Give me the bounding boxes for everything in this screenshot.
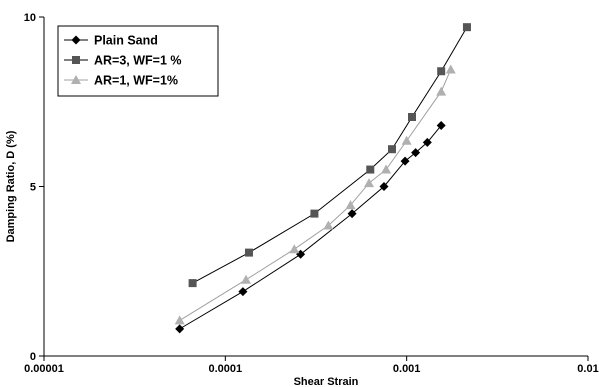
legend: Plain Sand AR=3, WF=1 % AR=1, WF=1% [57,25,219,97]
data-point [401,135,412,145]
legend-marker [71,75,81,84]
y-tick-label: 10 [24,12,36,24]
data-point [364,178,375,188]
data-point [411,148,421,158]
series-triangle [174,64,456,325]
data-point [323,220,334,230]
x-tick-label: 0.001 [393,363,421,375]
data-point [400,156,410,166]
legend-box [57,25,219,97]
data-point [436,86,447,96]
legend-label: AR=3, WF=1 % [94,54,182,68]
data-point [238,287,248,297]
legend-marker [71,35,81,45]
x-axis-label: Shear Strain [294,376,359,387]
legend-label: AR=1, WF=1% [94,74,178,88]
series-line [192,26,468,284]
data-point [422,137,432,147]
series-diamond [175,120,446,334]
data-point [347,209,357,219]
data-point [175,324,185,334]
x-tick-label: 0.01 [577,363,598,375]
data-point [366,165,375,174]
y-tick-label: 5 [30,182,36,194]
x-tick-label: 0.0001 [209,363,243,375]
legend-label: Plain Sand [94,34,158,48]
data-point [174,315,185,325]
data-point [462,23,471,32]
data-point [445,64,456,74]
data-point [387,145,396,154]
series-square [188,23,471,288]
legend-marker [72,56,80,64]
x-tick-label: 0.00001 [24,363,64,375]
data-point [345,200,356,210]
legend-item: AR=3, WF=1 % [64,54,182,68]
legend-item: Plain Sand [64,34,158,48]
data-point [379,182,389,191]
data-point [310,209,319,218]
data-point [436,120,446,130]
data-point [381,164,392,174]
data-point [244,248,253,257]
axes: 0.00001 0.0001 0.001 0.01 0 5 10 [24,12,599,375]
y-axis-label: Damping Ratio, D (%) [5,130,17,242]
data-point [188,279,197,288]
y-tick-label: 0 [30,351,36,363]
legend-item: AR=1, WF=1% [64,74,178,88]
data-point [437,67,446,76]
data-point [240,274,251,284]
series-layer [174,23,471,334]
series-line [179,69,452,321]
data-point [407,113,416,122]
data-point [289,244,300,254]
